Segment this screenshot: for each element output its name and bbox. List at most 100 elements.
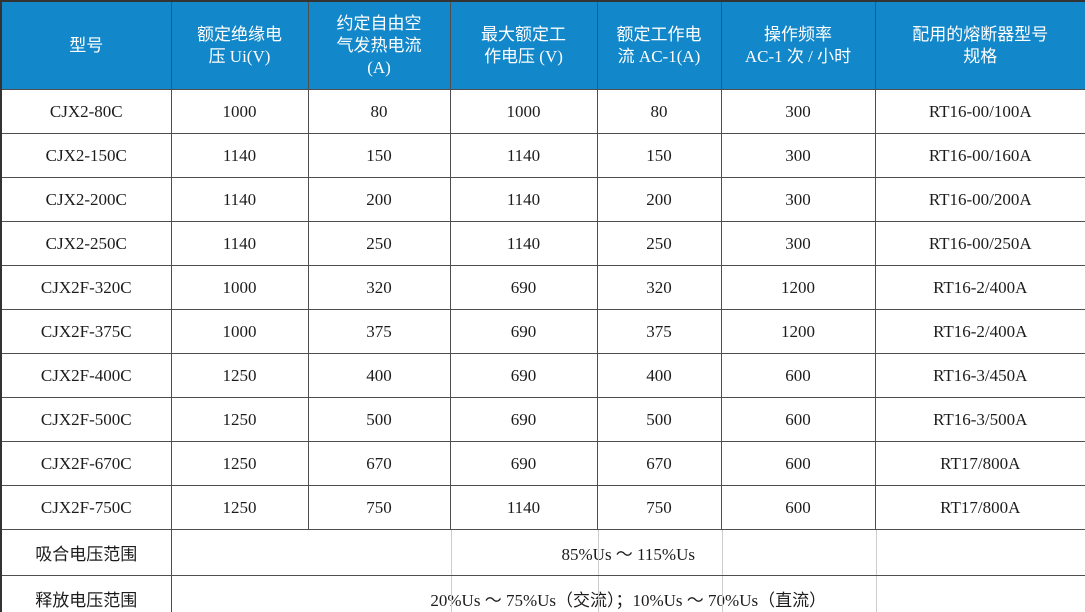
value-cell: 600 [720, 397, 876, 442]
table-row: CJX2F-320C 1000 320 690 320 1200 RT16-2/… [0, 265, 1085, 310]
value-cell: 150 [596, 133, 722, 178]
value-cell: 1140 [170, 133, 309, 178]
table-row: CJX2F-750C 1250 750 1140 750 600 RT17/80… [0, 485, 1085, 530]
value-cell: 670 [596, 441, 722, 486]
value-cell: 400 [307, 353, 451, 398]
value-cell: RT17/800A [874, 485, 1085, 530]
value-cell: 1250 [170, 485, 309, 530]
header-cell-insulation-voltage: 额定绝缘电 压 Ui(V) [170, 0, 309, 90]
value-cell: 670 [307, 441, 451, 486]
value-cell: 690 [449, 265, 598, 310]
table-row: CJX2-80C 1000 80 1000 80 300 RT16-00/100… [0, 89, 1085, 134]
value-cell: RT16-00/200A [874, 177, 1085, 222]
header-cell-thermal-current: 约定自由空 气发热电流 (A) [307, 0, 451, 90]
value-cell: 500 [307, 397, 451, 442]
model-cell: CJX2F-670C [0, 441, 172, 486]
value-cell: 600 [720, 353, 876, 398]
table-row: CJX2-250C 1140 250 1140 250 300 RT16-00/… [0, 221, 1085, 266]
model-cell: CJX2-250C [0, 221, 172, 266]
value-cell: 375 [307, 309, 451, 354]
value-cell: 1200 [720, 309, 876, 354]
table-row: CJX2F-500C 1250 500 690 500 600 RT16-3/5… [0, 397, 1085, 442]
faint-grid-line [450, 530, 452, 575]
value-cell: 1140 [449, 177, 598, 222]
value-cell: 690 [449, 441, 598, 486]
header-cell-rated-current: 额定工作电 流 AC-1(A) [596, 0, 722, 90]
value-cell: 250 [596, 221, 722, 266]
table-row: CJX2F-670C 1250 670 690 670 600 RT17/800… [0, 441, 1085, 486]
value-cell: RT16-3/450A [874, 353, 1085, 398]
value-cell: 150 [307, 133, 451, 178]
model-cell: CJX2-200C [0, 177, 172, 222]
pickup-voltage-row: 吸合电压范围 85%Us ～ 115%Us [0, 529, 1085, 576]
value-cell: 1250 [170, 353, 309, 398]
table-header: 型号 额定绝缘电 压 Ui(V) 约定自由空 气发热电流 (A) 最大额定工 作… [0, 0, 1085, 90]
value-cell: RT16-2/400A [874, 309, 1085, 354]
table-row: CJX2-200C 1140 200 1140 200 300 RT16-00/… [0, 177, 1085, 222]
model-cell: CJX2F-500C [0, 397, 172, 442]
value-cell: 300 [720, 89, 876, 134]
value-cell: 400 [596, 353, 722, 398]
value-cell: RT17/800A [874, 441, 1085, 486]
value-cell: 600 [720, 485, 876, 530]
value-cell: 750 [596, 485, 722, 530]
value-cell: 80 [307, 89, 451, 134]
release-voltage-value: 20%Us ～ 75%Us（交流）；10%Us ～ 70%Us（直流） [170, 575, 1085, 612]
value-cell: RT16-00/250A [874, 221, 1085, 266]
value-cell: 300 [720, 177, 876, 222]
value-cell: RT16-00/100A [874, 89, 1085, 134]
value-cell: 690 [449, 397, 598, 442]
value-cell: RT16-3/500A [874, 397, 1085, 442]
value-cell: 1200 [720, 265, 876, 310]
value-cell: 320 [307, 265, 451, 310]
value-cell: RT16-00/160A [874, 133, 1085, 178]
value-cell: 300 [720, 133, 876, 178]
model-cell: CJX2-150C [0, 133, 172, 178]
value-cell: 1140 [170, 221, 309, 266]
pickup-voltage-label: 吸合电压范围 [0, 529, 172, 576]
table-row: CJX2F-375C 1000 375 690 375 1200 RT16-2/… [0, 309, 1085, 354]
value-cell: 750 [307, 485, 451, 530]
value-cell: 690 [449, 309, 598, 354]
release-voltage-row: 释放电压范围 20%Us ～ 75%Us（交流）；10%Us ～ 70%Us（直… [0, 575, 1085, 612]
value-cell: 320 [596, 265, 722, 310]
value-cell: 80 [596, 89, 722, 134]
table-row: CJX2F-400C 1250 400 690 400 600 RT16-3/4… [0, 353, 1085, 398]
header-row: 型号 额定绝缘电 压 Ui(V) 约定自由空 气发热电流 (A) 最大额定工 作… [0, 0, 1085, 90]
faint-grid-line [875, 530, 877, 575]
value-cell: 1000 [449, 89, 598, 134]
header-cell-operation-frequency: 操作频率 AC-1 次 / 小时 [720, 0, 876, 90]
value-cell: 500 [596, 397, 722, 442]
value-cell: 250 [307, 221, 451, 266]
faint-grid-line [875, 576, 877, 612]
model-cell: CJX2F-750C [0, 485, 172, 530]
value-cell: 1000 [170, 265, 309, 310]
value-cell: 1000 [170, 309, 309, 354]
table-row: CJX2-150C 1140 150 1140 150 300 RT16-00/… [0, 133, 1085, 178]
faint-grid-line [721, 530, 723, 575]
value-cell: 375 [596, 309, 722, 354]
value-cell: 1250 [170, 441, 309, 486]
value-cell: 1140 [449, 485, 598, 530]
header-cell-max-working-voltage: 最大额定工 作电压 (V) [449, 0, 598, 90]
value-cell: 1140 [449, 133, 598, 178]
release-voltage-range: 20%Us ～ 75%Us（交流）；10%Us ～ 70%Us（直流） [430, 591, 827, 610]
header-cell-model: 型号 [0, 0, 172, 90]
value-cell: 1250 [170, 397, 309, 442]
value-cell: 200 [307, 177, 451, 222]
table-body: CJX2-80C 1000 80 1000 80 300 RT16-00/100… [0, 89, 1085, 612]
pickup-voltage-range: 85%Us ～ 115%Us [561, 545, 695, 564]
model-cell: CJX2F-320C [0, 265, 172, 310]
model-cell: CJX2F-400C [0, 353, 172, 398]
model-cell: CJX2F-375C [0, 309, 172, 354]
value-cell: 300 [720, 221, 876, 266]
value-cell: 200 [596, 177, 722, 222]
model-cell: CJX2-80C [0, 89, 172, 134]
value-cell: 1140 [170, 177, 309, 222]
release-voltage-label: 释放电压范围 [0, 575, 172, 612]
value-cell: RT16-2/400A [874, 265, 1085, 310]
value-cell: 1000 [170, 89, 309, 134]
value-cell: 600 [720, 441, 876, 486]
value-cell: 1140 [449, 221, 598, 266]
